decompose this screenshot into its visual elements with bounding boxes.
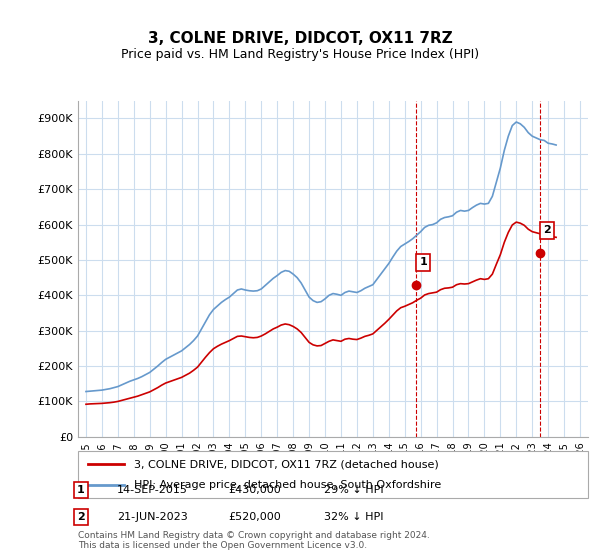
- Text: 1: 1: [77, 485, 85, 495]
- Text: 3, COLNE DRIVE, DIDCOT, OX11 7RZ (detached house): 3, COLNE DRIVE, DIDCOT, OX11 7RZ (detach…: [134, 459, 439, 469]
- FancyBboxPatch shape: [78, 451, 588, 498]
- Text: £520,000: £520,000: [228, 512, 281, 522]
- Text: Price paid vs. HM Land Registry's House Price Index (HPI): Price paid vs. HM Land Registry's House …: [121, 48, 479, 60]
- Text: 3, COLNE DRIVE, DIDCOT, OX11 7RZ: 3, COLNE DRIVE, DIDCOT, OX11 7RZ: [148, 31, 452, 46]
- Text: 14-SEP-2015: 14-SEP-2015: [117, 485, 188, 495]
- Text: Contains HM Land Registry data © Crown copyright and database right 2024.
This d: Contains HM Land Registry data © Crown c…: [78, 530, 430, 550]
- Text: £430,000: £430,000: [228, 485, 281, 495]
- Text: HPI: Average price, detached house, South Oxfordshire: HPI: Average price, detached house, Sout…: [134, 480, 442, 490]
- Text: 32% ↓ HPI: 32% ↓ HPI: [324, 512, 383, 522]
- Text: 2: 2: [543, 226, 551, 235]
- Text: 2: 2: [77, 512, 85, 522]
- Text: 21-JUN-2023: 21-JUN-2023: [117, 512, 188, 522]
- Text: 29% ↓ HPI: 29% ↓ HPI: [324, 485, 383, 495]
- Text: 1: 1: [419, 257, 427, 267]
